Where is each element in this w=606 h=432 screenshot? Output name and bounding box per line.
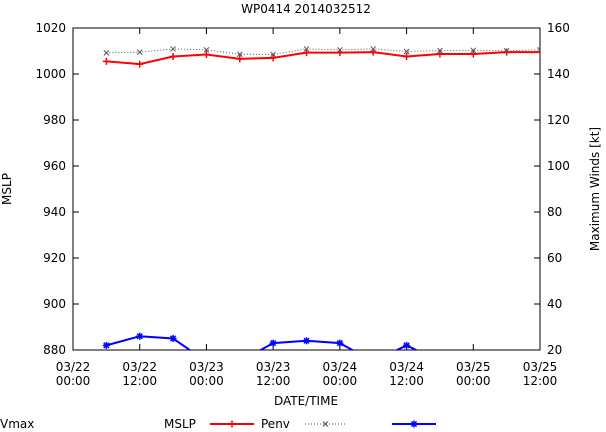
y2-tick-label: 140 — [547, 67, 570, 81]
y-tick-label: 1000 — [35, 67, 66, 81]
data-point — [370, 358, 377, 365]
data-point — [203, 46, 210, 53]
data-point — [236, 55, 244, 63]
data-point — [403, 341, 411, 349]
data-point — [303, 49, 310, 57]
data-point — [469, 50, 477, 58]
data-point — [503, 48, 511, 56]
data-point — [436, 358, 443, 365]
data-point — [169, 335, 177, 342]
data-point — [102, 57, 110, 65]
data-point — [236, 358, 243, 365]
data-point — [436, 50, 444, 58]
data-point — [503, 358, 510, 365]
x-tick-label: 03/23 00:00 — [189, 360, 224, 388]
legend-label: Vmax — [0, 417, 34, 431]
data-point — [103, 49, 110, 56]
x-tick-label: 03/24 00:00 — [323, 360, 358, 388]
y2-tick-label: 160 — [547, 21, 570, 35]
x-tick-label: 03/25 00:00 — [456, 360, 491, 388]
data-point — [336, 339, 344, 347]
data-point — [228, 420, 236, 428]
x-tick-label: 03/22 12:00 — [122, 360, 157, 388]
plot-frame — [72, 27, 541, 351]
y2-tick-label: 100 — [547, 159, 570, 173]
legend-entry: Vmax — [0, 417, 436, 431]
y2-tick-label: 20 — [547, 343, 562, 357]
y-tick-label: 1020 — [35, 21, 66, 35]
x-tick-label: 03/25 12:00 — [523, 360, 558, 388]
y-axis-label: MSLP — [0, 173, 14, 205]
data-point — [503, 47, 510, 54]
data-point — [303, 337, 310, 345]
data-point — [269, 339, 277, 347]
y2-tick-label: 80 — [547, 205, 562, 219]
data-point — [403, 48, 410, 55]
y2-tick-label: 60 — [547, 251, 562, 265]
data-point — [403, 53, 411, 61]
chart-title: WP0414 2014032512 — [241, 2, 371, 16]
x-tick-label: 03/23 12:00 — [256, 360, 291, 388]
data-point — [169, 53, 177, 61]
legend-title: MSLP — [164, 417, 196, 431]
series-penv — [102, 48, 540, 68]
data-point — [322, 421, 329, 427]
data-point — [236, 51, 243, 58]
data-point — [202, 50, 210, 58]
series-vmax — [102, 332, 510, 365]
x-axis-label: DATE/TIME — [274, 394, 338, 408]
y2-tick-label: 120 — [547, 113, 570, 127]
data-point — [410, 420, 418, 428]
legend: MSLP Penv Vmax — [0, 417, 436, 431]
axes: 880 900 920 940 960 980 1000 1020 20 40 60 80 100 120… — [35, 21, 569, 388]
series-line — [106, 51, 540, 66]
data-point — [369, 48, 377, 56]
x-tick-label: 03/22 00:00 — [56, 360, 91, 388]
series-layer — [102, 46, 540, 365]
data-point — [170, 46, 176, 52]
data-point — [370, 46, 377, 52]
data-point — [136, 332, 144, 340]
series-line — [106, 48, 540, 55]
legend-entry — [305, 421, 346, 427]
series-series-1 — [103, 46, 540, 58]
data-point — [337, 46, 343, 53]
y-tick-label: 900 — [43, 297, 66, 311]
y-tick-label: 920 — [43, 251, 66, 265]
data-point — [136, 49, 143, 56]
series-line — [106, 335, 419, 350]
data-point — [537, 46, 540, 53]
y-tick-label: 960 — [43, 159, 66, 173]
data-point — [102, 341, 110, 349]
y2-axis-label: Maximum Winds [kt] — [588, 127, 602, 251]
x-tick-label: 03/24 12:00 — [389, 360, 424, 388]
data-point — [303, 46, 310, 52]
data-point — [269, 54, 277, 62]
y2-tick-label: 40 — [547, 297, 562, 311]
data-point — [136, 60, 144, 68]
y-tick-label: 980 — [43, 113, 66, 127]
y-tick-label: 880 — [43, 343, 66, 357]
data-point — [270, 51, 276, 58]
legend-entry: Penv — [210, 417, 290, 431]
data-point — [470, 47, 477, 54]
y-tick-label: 940 — [43, 205, 66, 219]
legend-label: Penv — [261, 417, 290, 431]
data-point — [437, 47, 443, 54]
